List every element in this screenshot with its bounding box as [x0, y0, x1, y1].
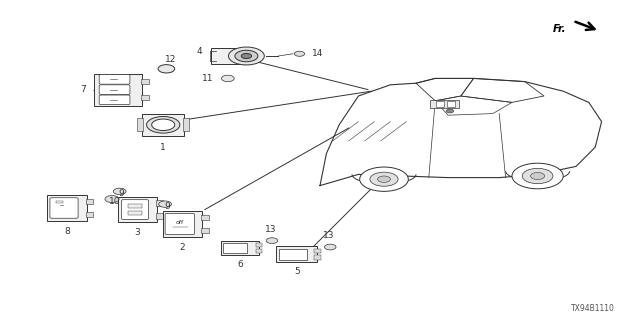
Bar [211, 48, 250, 64]
Text: 9: 9 [119, 189, 124, 198]
Bar [141, 79, 149, 84]
Circle shape [221, 75, 234, 82]
Bar [223, 243, 247, 253]
Bar [128, 204, 142, 208]
Text: 10: 10 [109, 197, 120, 206]
Text: 13: 13 [323, 231, 335, 240]
Circle shape [152, 119, 175, 131]
Bar [95, 74, 142, 106]
Bar [141, 95, 149, 100]
Circle shape [113, 188, 126, 195]
Text: 4: 4 [197, 47, 202, 56]
Circle shape [228, 47, 264, 65]
Bar [201, 215, 209, 220]
FancyBboxPatch shape [165, 213, 195, 235]
Text: off: off [176, 220, 184, 225]
Text: 7: 7 [81, 85, 86, 94]
Circle shape [512, 163, 563, 189]
Circle shape [158, 65, 175, 73]
Text: 1: 1 [161, 143, 166, 152]
Text: 5: 5 [295, 267, 300, 276]
FancyBboxPatch shape [99, 75, 130, 84]
Circle shape [522, 168, 553, 184]
Bar [56, 201, 63, 204]
Bar [86, 199, 93, 204]
Bar [279, 249, 307, 260]
Bar [447, 101, 456, 107]
Text: 6: 6 [237, 260, 243, 269]
Bar [256, 243, 262, 247]
Bar [256, 249, 262, 253]
Bar [156, 200, 163, 206]
Text: Fr.: Fr. [553, 24, 566, 34]
Circle shape [147, 116, 180, 133]
Bar [275, 246, 317, 262]
Text: 9: 9 [164, 202, 170, 211]
Text: 13: 13 [265, 225, 276, 234]
Bar [183, 118, 189, 131]
Bar [314, 249, 321, 253]
Circle shape [378, 176, 390, 182]
Bar [163, 211, 202, 237]
FancyBboxPatch shape [50, 198, 78, 218]
Circle shape [324, 244, 336, 250]
Circle shape [446, 109, 454, 113]
Text: 12: 12 [164, 55, 176, 64]
Bar [156, 213, 163, 219]
Bar [47, 195, 87, 221]
Circle shape [370, 172, 398, 186]
Text: 3: 3 [135, 228, 140, 237]
Circle shape [531, 172, 545, 180]
Circle shape [294, 51, 305, 56]
FancyBboxPatch shape [99, 95, 130, 105]
Bar [201, 228, 209, 233]
Bar [86, 212, 93, 217]
Text: TX94B1110: TX94B1110 [570, 304, 614, 313]
FancyBboxPatch shape [122, 200, 148, 220]
Text: 11: 11 [202, 74, 214, 83]
FancyBboxPatch shape [99, 85, 130, 94]
Circle shape [241, 53, 252, 59]
Text: 14: 14 [312, 49, 324, 58]
Circle shape [235, 50, 258, 62]
Bar [118, 197, 157, 222]
Bar [137, 118, 143, 131]
Bar [435, 101, 444, 107]
Circle shape [105, 196, 119, 203]
Text: 8: 8 [65, 227, 70, 236]
Bar [143, 114, 184, 136]
Circle shape [159, 201, 172, 207]
Circle shape [266, 238, 278, 244]
Bar [128, 211, 142, 215]
Bar [430, 100, 460, 108]
Bar [221, 241, 259, 255]
Circle shape [360, 167, 408, 191]
Text: 2: 2 [180, 243, 185, 252]
Bar [314, 255, 321, 260]
